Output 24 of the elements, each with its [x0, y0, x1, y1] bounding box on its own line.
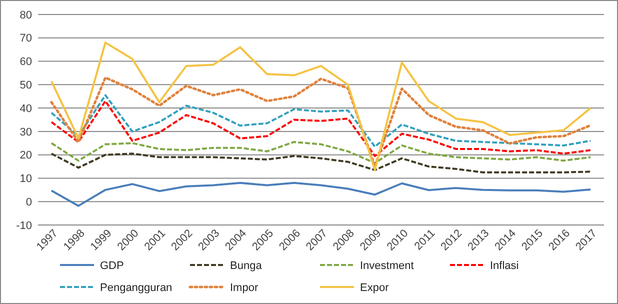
y-tick-label: 0 [26, 196, 32, 208]
line-series [50, 152, 592, 174]
line-series [50, 182, 592, 207]
y-tick-label: 80 [20, 9, 32, 22]
y-tick-label: 60 [20, 56, 32, 68]
legend-label: GDP [100, 260, 124, 272]
y-tick-label: -10 [16, 220, 32, 232]
line-series [50, 94, 592, 148]
y-tick-label: 10 [20, 173, 32, 186]
y-tick-label: 40 [20, 102, 32, 115]
line-series [50, 100, 592, 158]
line-series [50, 76, 592, 168]
y-tick-label: 20 [20, 150, 32, 162]
legend-label: Inflasi [490, 260, 519, 272]
legend-label: Investment [360, 260, 414, 272]
y-tick-label: 50 [20, 80, 32, 92]
y-tick-label: 30 [20, 126, 32, 138]
line-series [50, 140, 592, 164]
legend-label: Impor [230, 282, 258, 294]
y-tick-label: 70 [20, 32, 32, 45]
legend-label: Bunga [230, 260, 263, 272]
legend-label: Pengangguran [100, 282, 172, 294]
legend-label: Expor [360, 282, 390, 294]
line-series [50, 42, 592, 172]
